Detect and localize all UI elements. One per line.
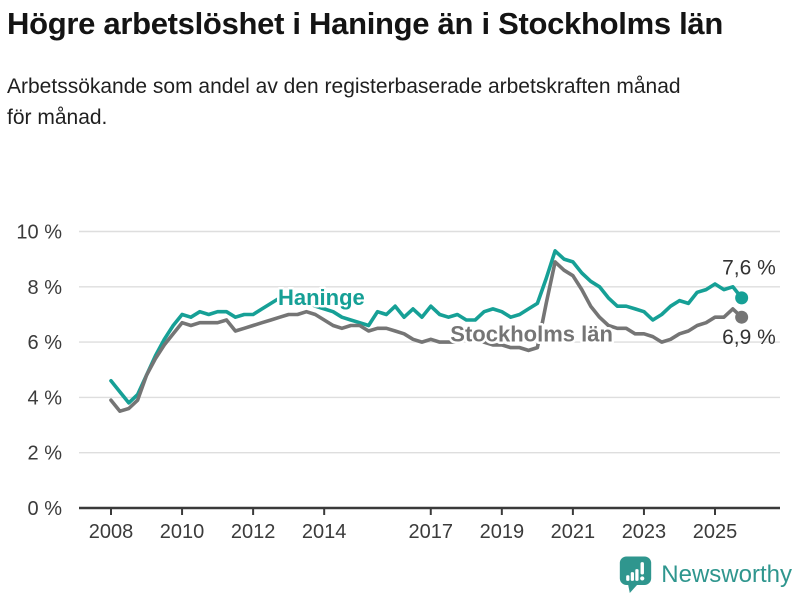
y-axis-tick-label: 0 % [28,498,63,520]
haninge-end-dot [735,291,749,305]
y-axis-tick-label: 8 % [28,277,63,299]
chart-header: Högre arbetslöshet i Haninge än i Stockh… [7,4,793,134]
x-axis-tick-label: 2010 [160,521,205,543]
haninge-line [109,249,744,405]
x-axis-tick-label: 2025 [693,521,738,543]
x-axis-tick-label: 2017 [409,521,454,543]
x-axis-tick-label: 2021 [551,521,596,543]
brand-name: Newsworthy [661,561,792,588]
brand-footer: Newsworthy [619,556,792,594]
newsworthy-logo-icon [620,556,652,594]
y-axis-tick-label: 6 % [28,332,63,354]
x-axis-tick-label: 2019 [480,521,525,543]
stockholms-l-n-line [109,260,744,414]
x-axis-tick-label: 2023 [622,521,667,543]
stockholms-l-n-end-dot [735,310,749,324]
y-axis-tick-label: 10 % [16,222,62,244]
stockholms-l-n-end-value-label: 6,9 % [722,326,776,349]
x-axis-tick-label: 2014 [302,521,347,543]
page-title: Högre arbetslöshet i Haninge än i Stockh… [7,6,723,41]
stockholms-l-n-series-label: Stockholms län [450,321,613,346]
chart-subtitle: Arbetssökande som andel av den registerb… [7,74,681,130]
haninge-end-value-label: 7,6 % [722,256,776,279]
y-axis-tick-label: 4 % [28,387,63,409]
y-axis-tick-label: 2 % [28,443,63,465]
haninge-series-label: Haninge [278,285,365,310]
x-axis-tick-label: 2012 [231,521,276,543]
x-axis-tick-label: 2008 [89,521,134,543]
